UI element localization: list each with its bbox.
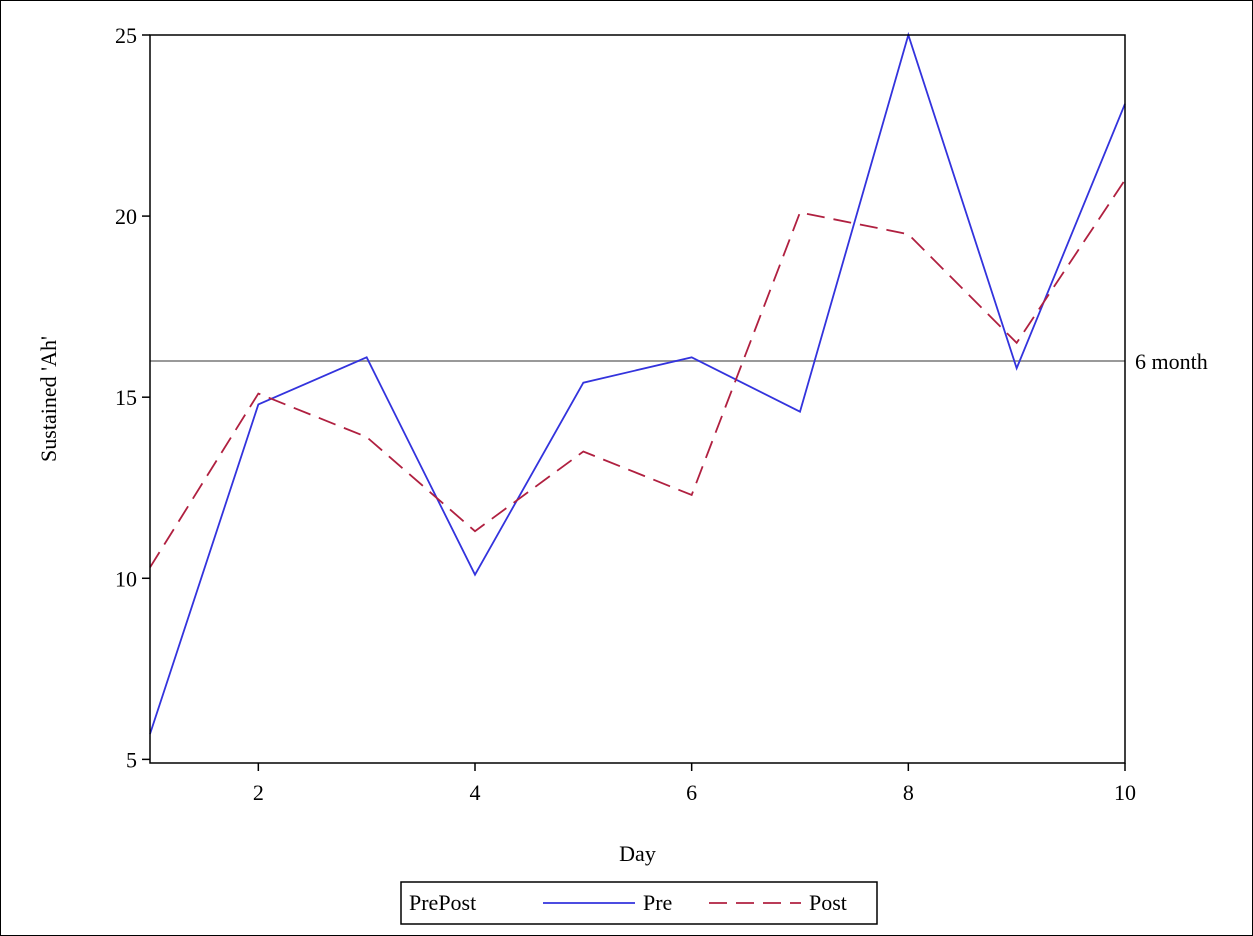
x-axis-title: Day: [619, 841, 656, 866]
plot-area: [149, 34, 1126, 764]
series-line-post: [149, 179, 1126, 568]
y-tick-label: 20: [115, 204, 137, 229]
legend: PrePost Pre Post: [400, 881, 878, 925]
y-tick-label: 15: [115, 385, 137, 410]
legend-label-pre: Pre: [643, 890, 672, 915]
x-tick-label: 4: [470, 780, 481, 805]
y-tick-label: 5: [126, 747, 137, 772]
legend-title: PrePost: [409, 890, 476, 915]
x-tick-label: 6: [686, 780, 697, 805]
x-tick-label: 2: [253, 780, 264, 805]
reference-line-label: 6 month: [1135, 349, 1208, 374]
series-line-pre: [149, 31, 1126, 735]
y-axis-title: Sustained 'Ah': [36, 336, 61, 462]
legend-label-post: Post: [809, 890, 847, 915]
y-tick-label: 25: [115, 23, 137, 48]
x-tick-label: 8: [903, 780, 914, 805]
x-tick-label: 10: [1114, 780, 1136, 805]
y-tick-label: 10: [115, 566, 137, 591]
